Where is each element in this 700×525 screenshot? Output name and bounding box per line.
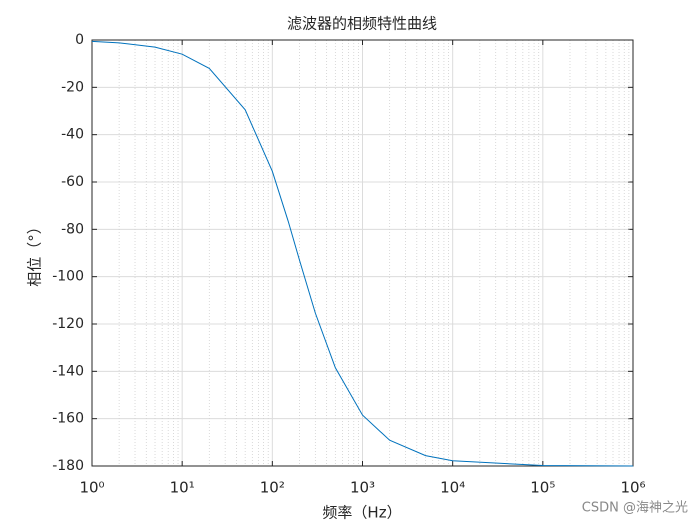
- x-tick-label: 10⁴: [440, 479, 465, 497]
- y-tick-label: -40: [61, 127, 84, 143]
- y-tick-label: -140: [52, 363, 84, 379]
- x-tick-label: 10⁰: [79, 479, 104, 497]
- x-tick-label: 10³: [350, 479, 375, 497]
- chart-title: 滤波器的相频特性曲线: [287, 15, 437, 33]
- y-tick-label: -60: [61, 174, 84, 190]
- y-tick-label: -20: [61, 79, 84, 95]
- x-tick-label: 10⁶: [620, 479, 645, 497]
- y-tick-label: -80: [61, 221, 84, 237]
- y-tick-label: -100: [52, 269, 84, 285]
- y-tick-label: -180: [52, 458, 84, 474]
- x-axis-label: 频率（Hz）: [322, 504, 401, 522]
- plot-frame: [91, 39, 634, 467]
- x-tick-label: 10⁵: [530, 479, 555, 497]
- x-tick-label: 10²: [260, 479, 285, 497]
- x-tick-label: 10¹: [170, 479, 195, 497]
- line-series: [91, 40, 634, 467]
- watermark: CSDN @海神之光: [582, 501, 688, 516]
- y-tick-label: -120: [52, 316, 84, 332]
- y-axis-label: 相位（°）: [26, 219, 44, 287]
- y-tick-label: 0: [75, 32, 84, 48]
- y-tick-label: -160: [52, 411, 84, 427]
